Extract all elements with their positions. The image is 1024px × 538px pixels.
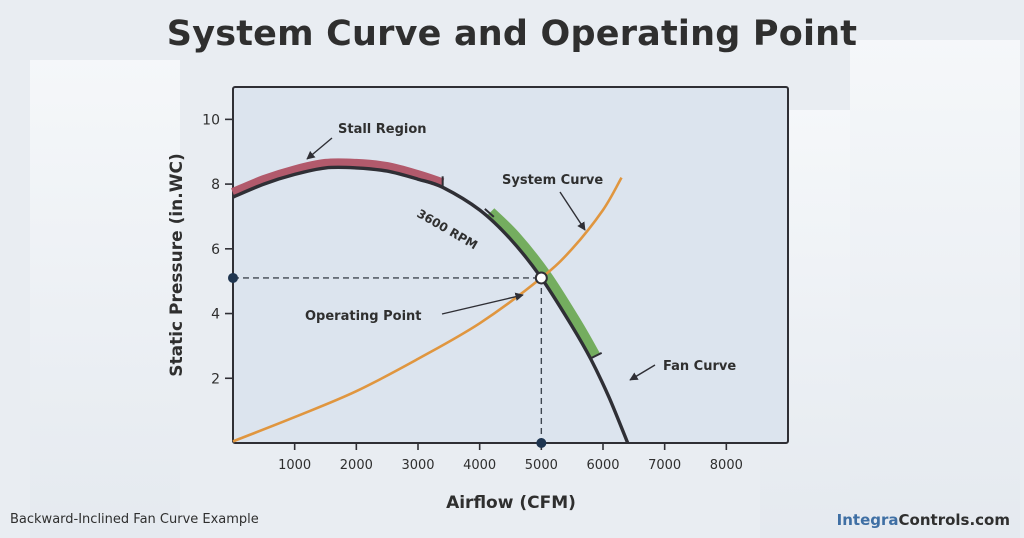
background-building: [850, 40, 1020, 538]
y-tick-label: 4: [211, 307, 220, 323]
chart-points: [228, 271, 548, 448]
annotation-system-curve: System Curve: [502, 173, 603, 188]
figure-caption: Backward-Inclined Fan Curve Example: [10, 512, 259, 527]
chart-series: [232, 165, 630, 444]
x-tick-label: 1000: [278, 458, 311, 473]
fan-curve-line: [232, 165, 630, 444]
operating-range-start-mark: [484, 208, 495, 218]
system-curve-arrow: [559, 191, 586, 231]
x-tick-label: 3000: [401, 458, 434, 473]
operating-range-end-mark: [591, 351, 603, 359]
operating-point-guides: [233, 277, 543, 443]
plot-area: [232, 86, 789, 444]
x-axis-label: Airflow (CFM): [446, 493, 576, 513]
x-tick-label: 6000: [586, 458, 619, 473]
brand-part-2: Controls.com: [898, 511, 1010, 529]
y-tick-label: 10: [202, 112, 220, 128]
x-tick-label: 7000: [648, 458, 681, 473]
page-title: System Curve and Operating Point: [166, 14, 858, 54]
x-tick-label: 8000: [710, 458, 743, 473]
x-tick-label: 2000: [340, 458, 373, 473]
brand-part-1: Integra: [836, 511, 899, 529]
y-axis-label: Static Pressure (in.WC): [167, 153, 187, 377]
brand-logo[interactable]: IntegraControls.com: [837, 511, 1010, 529]
x-tick-label: 4000: [463, 458, 496, 473]
background-building: [30, 60, 180, 538]
y-tick-label: 8: [211, 177, 220, 193]
fan-curve-arrow: [629, 364, 656, 381]
annotation-stall-region: Stall Region: [338, 122, 427, 137]
annotation-fan-curve: Fan Curve: [663, 359, 736, 374]
y-tick-label: 6: [211, 242, 220, 258]
stall-region-arrow: [306, 137, 333, 160]
x-tick-label: 5000: [525, 458, 558, 473]
pressure-axis-point: [228, 272, 238, 283]
stall-region-band: [231, 158, 445, 198]
operating-point-marker: [534, 271, 548, 285]
annotation-operating-point: Operating Point: [305, 309, 422, 324]
system-curve-line: [232, 176, 623, 443]
airflow-axis-point: [536, 438, 547, 448]
y-tick-label: 2: [211, 371, 220, 387]
operating-point-arrow: [441, 292, 524, 315]
